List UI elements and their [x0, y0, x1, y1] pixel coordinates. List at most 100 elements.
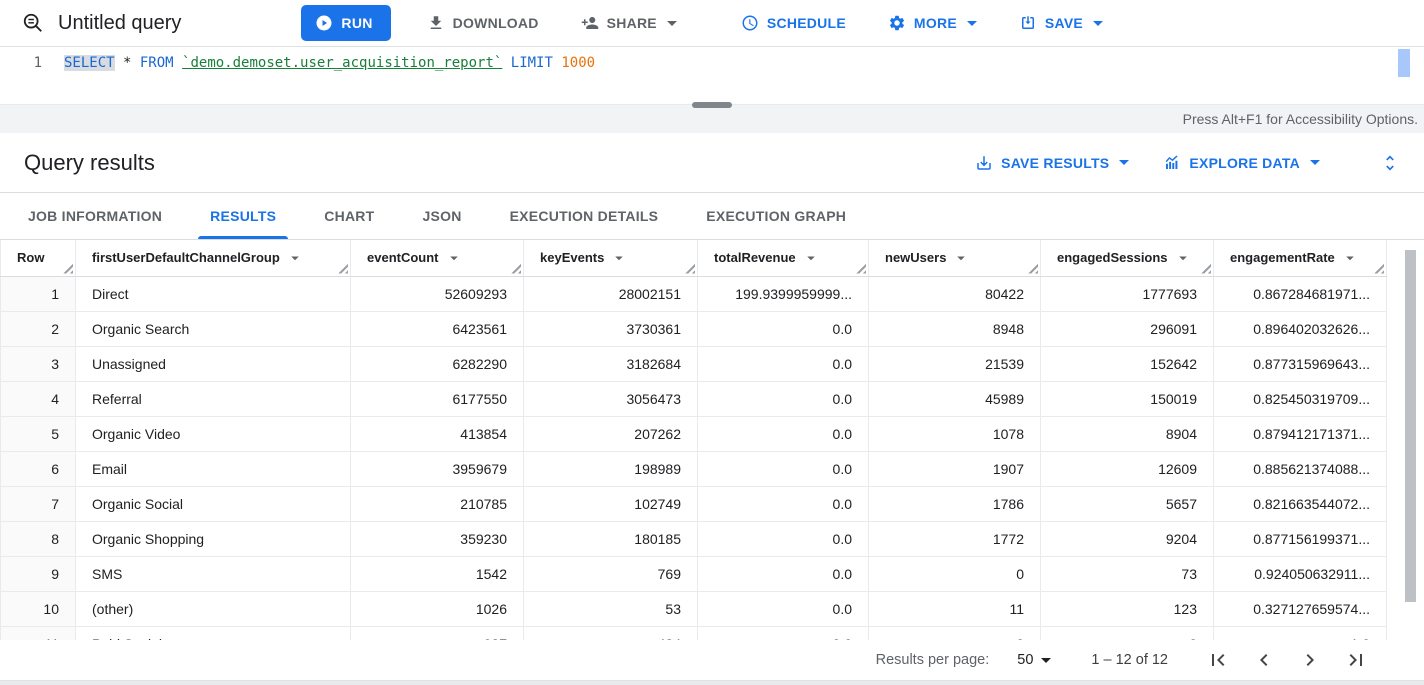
- row-number: 4: [0, 381, 76, 417]
- column-label: engagedSessions: [1057, 250, 1168, 266]
- column-resize-handle[interactable]: [685, 263, 695, 274]
- column-header-firstUserDefaultChannelGroup[interactable]: firstUserDefaultChannelGroup: [75, 240, 351, 277]
- horizontal-scrollbar[interactable]: [0, 680, 1424, 685]
- save-alt-icon: [975, 154, 993, 172]
- query-icon: [22, 12, 44, 34]
- cell-totalRevenue: 0.0: [697, 311, 869, 347]
- sql-editor[interactable]: 1 SELECT * FROM `demo.demoset.user_acqui…: [0, 47, 1424, 104]
- tab-execution-details[interactable]: EXECUTION DETAILS: [509, 208, 659, 224]
- cell-newUsers: 11: [868, 591, 1041, 627]
- column-resize-handle[interactable]: [856, 263, 866, 274]
- cell-totalRevenue: 0.0: [697, 346, 869, 382]
- column-resize-handle[interactable]: [338, 263, 348, 274]
- column-label: totalRevenue: [714, 250, 796, 266]
- tab-execution-graph[interactable]: EXECUTION GRAPH: [706, 208, 847, 224]
- cell-eventCount: 1026: [350, 591, 524, 627]
- editor-scrollbar-thumb[interactable]: [1398, 49, 1410, 77]
- sql-token: *: [114, 55, 140, 71]
- next-page-button[interactable]: [1294, 644, 1326, 676]
- column-resize-handle[interactable]: [1374, 263, 1384, 274]
- column-label: Row: [17, 250, 45, 266]
- schedule-button[interactable]: SCHEDULE: [731, 6, 856, 40]
- column-menu-dropdown-icon[interactable]: [286, 249, 304, 267]
- share-button[interactable]: SHARE: [571, 6, 687, 40]
- column-menu-dropdown-icon[interactable]: [610, 249, 628, 267]
- chevron-down-icon: [1310, 160, 1320, 165]
- cell-keyEvents: 3056473: [523, 381, 698, 417]
- column-header-totalRevenue[interactable]: totalRevenue: [697, 240, 869, 277]
- first-page-button[interactable]: [1202, 644, 1234, 676]
- table-row: 4 Referral 6177550 3056473 0.0 45989 150019 0.8…: [0, 381, 1387, 417]
- query-title[interactable]: Untitled query: [58, 11, 182, 34]
- run-button[interactable]: RUN: [301, 5, 391, 41]
- cell-eventCount: 413854: [350, 416, 524, 452]
- tab-job-information[interactable]: JOB INFORMATION: [28, 208, 163, 224]
- page-size-select[interactable]: 50: [1017, 652, 1052, 668]
- cell-eventCount: 937: [350, 626, 524, 640]
- more-button[interactable]: MORE: [878, 6, 987, 40]
- tab-results[interactable]: RESULTS: [186, 193, 300, 239]
- tab-chart[interactable]: CHART: [324, 208, 375, 224]
- cell-engagementRate: 1.0: [1213, 626, 1387, 640]
- splitter-drag-handle[interactable]: [692, 102, 732, 108]
- cell-firstUserDefaultChannelGroup: SMS: [75, 556, 351, 592]
- tab-json[interactable]: JSON: [422, 208, 462, 224]
- cell-engagedSessions: 1777693: [1040, 276, 1214, 312]
- explore-data-button[interactable]: EXPLORE DATA: [1163, 154, 1320, 172]
- save-button[interactable]: SAVE: [1009, 6, 1113, 40]
- table-row: 7 Organic Social 210785 102749 0.0 1786 5657 0.…: [0, 486, 1387, 522]
- cell-eventCount: 6177550: [350, 381, 524, 417]
- table-row: 3 Unassigned 6282290 3182684 0.0 21539 152642 0…: [0, 346, 1387, 382]
- save-results-button[interactable]: SAVE RESULTS: [975, 154, 1130, 172]
- cell-engagementRate: 0.867284681971...: [1213, 276, 1387, 312]
- row-number: 10: [0, 591, 76, 627]
- table-header-row: Row firstUserDefaultChannelGroup eventCoun…: [0, 240, 1387, 277]
- cell-firstUserDefaultChannelGroup: Paid Social: [75, 626, 351, 640]
- table-scrollbar-thumb[interactable]: [1405, 250, 1416, 602]
- column-menu-dropdown-icon[interactable]: [1341, 249, 1359, 267]
- cell-totalRevenue: 0.0: [697, 626, 869, 640]
- column-resize-handle[interactable]: [511, 263, 521, 274]
- column-menu-dropdown-icon[interactable]: [445, 249, 463, 267]
- save-icon: [1019, 14, 1037, 32]
- column-menu-dropdown-icon[interactable]: [802, 249, 820, 267]
- column-label: firstUserDefaultChannelGroup: [92, 250, 280, 266]
- cell-newUsers: 45989: [868, 381, 1041, 417]
- column-menu-dropdown-icon[interactable]: [1174, 249, 1192, 267]
- column-header-engagedSessions[interactable]: engagedSessions: [1040, 240, 1214, 277]
- row-number: 9: [0, 556, 76, 592]
- column-header-engagementRate[interactable]: engagementRate: [1213, 240, 1387, 277]
- row-number: 5: [0, 416, 76, 452]
- column-header-keyEvents[interactable]: keyEvents: [523, 240, 698, 277]
- column-header-newUsers[interactable]: newUsers: [868, 240, 1041, 277]
- unfold-icon[interactable]: [1380, 153, 1400, 173]
- last-page-button[interactable]: [1340, 644, 1372, 676]
- cell-keyEvents: 769: [523, 556, 698, 592]
- cell-engagedSessions: 123: [1040, 591, 1214, 627]
- column-header-eventCount[interactable]: eventCount: [350, 240, 524, 277]
- column-menu-dropdown-icon[interactable]: [952, 249, 970, 267]
- row-number: 2: [0, 311, 76, 347]
- column-label: eventCount: [367, 250, 439, 266]
- cell-totalRevenue: 0.0: [697, 556, 869, 592]
- chevron-down-icon: [966, 20, 977, 26]
- cell-newUsers: 8948: [868, 311, 1041, 347]
- sql-code-line[interactable]: SELECT * FROM `demo.demoset.user_acquisi…: [56, 47, 595, 104]
- cell-engagementRate: 0.885621374088...: [1213, 451, 1387, 487]
- cell-keyEvents: 3182684: [523, 346, 698, 382]
- download-button[interactable]: DOWNLOAD: [417, 6, 549, 40]
- cell-keyEvents: 198989: [523, 451, 698, 487]
- previous-page-button[interactable]: [1248, 644, 1280, 676]
- cell-firstUserDefaultChannelGroup: Organic Search: [75, 311, 351, 347]
- cell-newUsers: 1786: [868, 486, 1041, 522]
- cell-totalRevenue: 0.0: [697, 521, 869, 557]
- cell-totalRevenue: 199.9399959999...: [697, 276, 869, 312]
- sql-token: [502, 55, 510, 71]
- cell-engagedSessions: 152642: [1040, 346, 1214, 382]
- column-resize-handle[interactable]: [1201, 263, 1211, 274]
- table-row: 11Paid Social9374340.0001.0: [0, 626, 1387, 640]
- results-table: Row firstUserDefaultChannelGroup eventCoun…: [0, 240, 1387, 640]
- column-resize-handle[interactable]: [63, 263, 73, 274]
- column-resize-handle[interactable]: [1028, 263, 1038, 274]
- cell-engagementRate: 0.924050632911...: [1213, 556, 1387, 592]
